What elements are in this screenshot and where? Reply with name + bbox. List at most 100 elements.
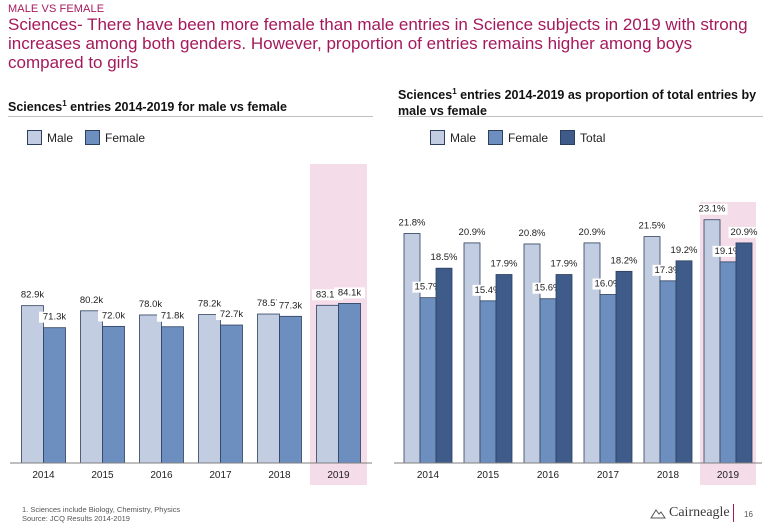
data-label-bg-total-2016 xyxy=(548,258,580,270)
company-logo: Cairneagle xyxy=(650,505,730,521)
data-label-female-2016: 71.8k xyxy=(161,311,184,322)
legend-label-female: Female xyxy=(105,130,146,145)
data-label-female-2018: 17.3% xyxy=(655,265,682,276)
bar-male-2015 xyxy=(463,242,481,464)
x-tick-label-2017: 2017 xyxy=(597,470,620,481)
x-tick-label-2015: 2015 xyxy=(91,470,114,481)
data-label-bg-male-2014 xyxy=(17,289,48,301)
data-label-total-2019: 20.9% xyxy=(731,227,758,238)
x-tick-label-2014: 2014 xyxy=(417,470,440,481)
bar-female-2019 xyxy=(338,303,361,464)
bar-female-2018 xyxy=(659,280,677,464)
data-label-bg-male-2019 xyxy=(696,203,728,215)
right-title-main: Sciences xyxy=(398,88,453,103)
right-legend: Male Female Total xyxy=(430,130,617,145)
footnote: 1. Sciences include Biology, Chemistry, … xyxy=(22,505,180,523)
x-tick-label-2018: 2018 xyxy=(657,470,680,481)
data-label-male-2019: 83.1k xyxy=(316,289,339,300)
data-label-bg-male-2017 xyxy=(576,226,608,238)
data-label-bg-female-2014 xyxy=(39,311,70,323)
data-label-female-2014: 15.7% xyxy=(415,282,442,293)
right-title-footnote-mark: 1 xyxy=(452,87,457,96)
legend-label-male: Male xyxy=(47,130,74,145)
legend-swatch-female xyxy=(85,130,101,145)
legend-label-total: Total xyxy=(580,130,606,145)
data-label-bg-female-2015 xyxy=(472,284,504,296)
bar-male-2015 xyxy=(80,310,103,464)
data-label-female-2019: 84.1k xyxy=(338,287,361,298)
legend-item-male: Male xyxy=(27,130,73,145)
data-label-male-2018: 78.5k xyxy=(257,298,280,309)
bar-male-2018 xyxy=(257,313,280,464)
right-title-rule xyxy=(398,116,763,117)
data-label-bg-male-2019 xyxy=(312,289,343,301)
data-label-female-2018: 77.3k xyxy=(279,300,302,311)
data-label-male-2014: 82.9k xyxy=(21,290,44,301)
data-label-male-2017: 20.9% xyxy=(579,227,606,238)
data-label-male-2015: 20.9% xyxy=(459,227,486,238)
footnote-text: 1. Sciences include Biology, Chemistry, … xyxy=(22,505,181,514)
bar-male-2014 xyxy=(21,305,44,464)
bar-male-2017 xyxy=(583,242,601,464)
footer-divider xyxy=(733,504,734,522)
legend-label-male: Male xyxy=(450,130,477,145)
bar-female-2016 xyxy=(539,298,557,464)
bar-total-2018 xyxy=(675,260,693,464)
data-label-bg-male-2016 xyxy=(135,298,166,310)
bar-female-2015 xyxy=(479,300,497,464)
data-label-male-2019: 23.1% xyxy=(699,204,726,215)
legend-swatch-male xyxy=(430,130,445,145)
data-label-bg-male-2015 xyxy=(456,226,488,238)
data-label-bg-female-2017 xyxy=(592,278,624,290)
data-label-bg-total-2019 xyxy=(728,226,760,238)
bar-total-2014 xyxy=(435,267,453,464)
bar-total-2015 xyxy=(495,274,513,464)
x-tick-label-2019: 2019 xyxy=(327,470,350,481)
data-label-bg-total-2015 xyxy=(488,258,520,270)
legend-swatch-male xyxy=(27,130,42,145)
bar-female-2019 xyxy=(719,261,737,464)
left-title-rule xyxy=(8,116,373,117)
left-title-rest: entries 2014-2019 for male vs female xyxy=(66,100,287,115)
x-tick-label-2016: 2016 xyxy=(537,470,560,481)
legend-item-male: Male xyxy=(430,130,476,145)
data-label-bg-male-2015 xyxy=(76,294,107,306)
bar-female-2018 xyxy=(279,315,302,464)
data-label-bg-female-2014 xyxy=(412,281,444,293)
data-label-female-2014: 71.3k xyxy=(43,312,66,323)
data-label-bg-female-2019 xyxy=(334,287,365,299)
data-label-male-2014: 21.8% xyxy=(399,217,426,228)
page-headline: Sciences- There have been more female th… xyxy=(8,15,748,72)
x-tick-label-2018: 2018 xyxy=(268,470,291,481)
bar-female-2015 xyxy=(102,325,125,464)
data-label-bg-male-2018 xyxy=(253,298,284,310)
right-chart-title: Sciences1 entries 2014-2019 as proportio… xyxy=(398,84,758,119)
right-title-rest: entries 2014-2019 as proportion of total… xyxy=(398,88,757,119)
bar-male-2017 xyxy=(198,314,221,464)
data-label-bg-female-2018 xyxy=(275,300,306,312)
legend-item-total: Total xyxy=(560,130,605,145)
data-label-total-2015: 17.9% xyxy=(491,259,518,270)
x-tick-label-2016: 2016 xyxy=(150,470,173,481)
data-label-bg-male-2014 xyxy=(396,217,428,229)
source-text: Source: JCQ Results 2014-2019 xyxy=(22,514,130,523)
data-label-male-2016: 78.0k xyxy=(139,299,162,310)
data-label-female-2019: 19.1% xyxy=(715,246,742,257)
bar-male-2014 xyxy=(403,233,421,464)
legend-item-female: Female xyxy=(488,130,548,145)
bar-female-2017 xyxy=(220,324,243,464)
right-bar-chart: 21.8% 15.7% 18.5% 2014 20.9% 15.4% 17.9% 2015 20… xyxy=(394,202,762,485)
bar-total-2017 xyxy=(615,270,633,464)
legend-swatch-female xyxy=(488,130,504,145)
logo-mark-icon xyxy=(650,509,666,519)
bar-female-2014 xyxy=(43,327,66,464)
data-label-male-2017: 78.2k xyxy=(198,299,221,310)
data-label-bg-female-2018 xyxy=(652,264,684,276)
data-label-female-2016: 15.6% xyxy=(535,283,562,294)
x-tick-label-2015: 2015 xyxy=(477,470,500,481)
data-label-total-2017: 18.2% xyxy=(611,255,638,266)
data-label-total-2016: 17.9% xyxy=(551,259,578,270)
data-label-male-2018: 21.5% xyxy=(639,221,666,232)
legend-item-female: Female xyxy=(85,130,145,145)
